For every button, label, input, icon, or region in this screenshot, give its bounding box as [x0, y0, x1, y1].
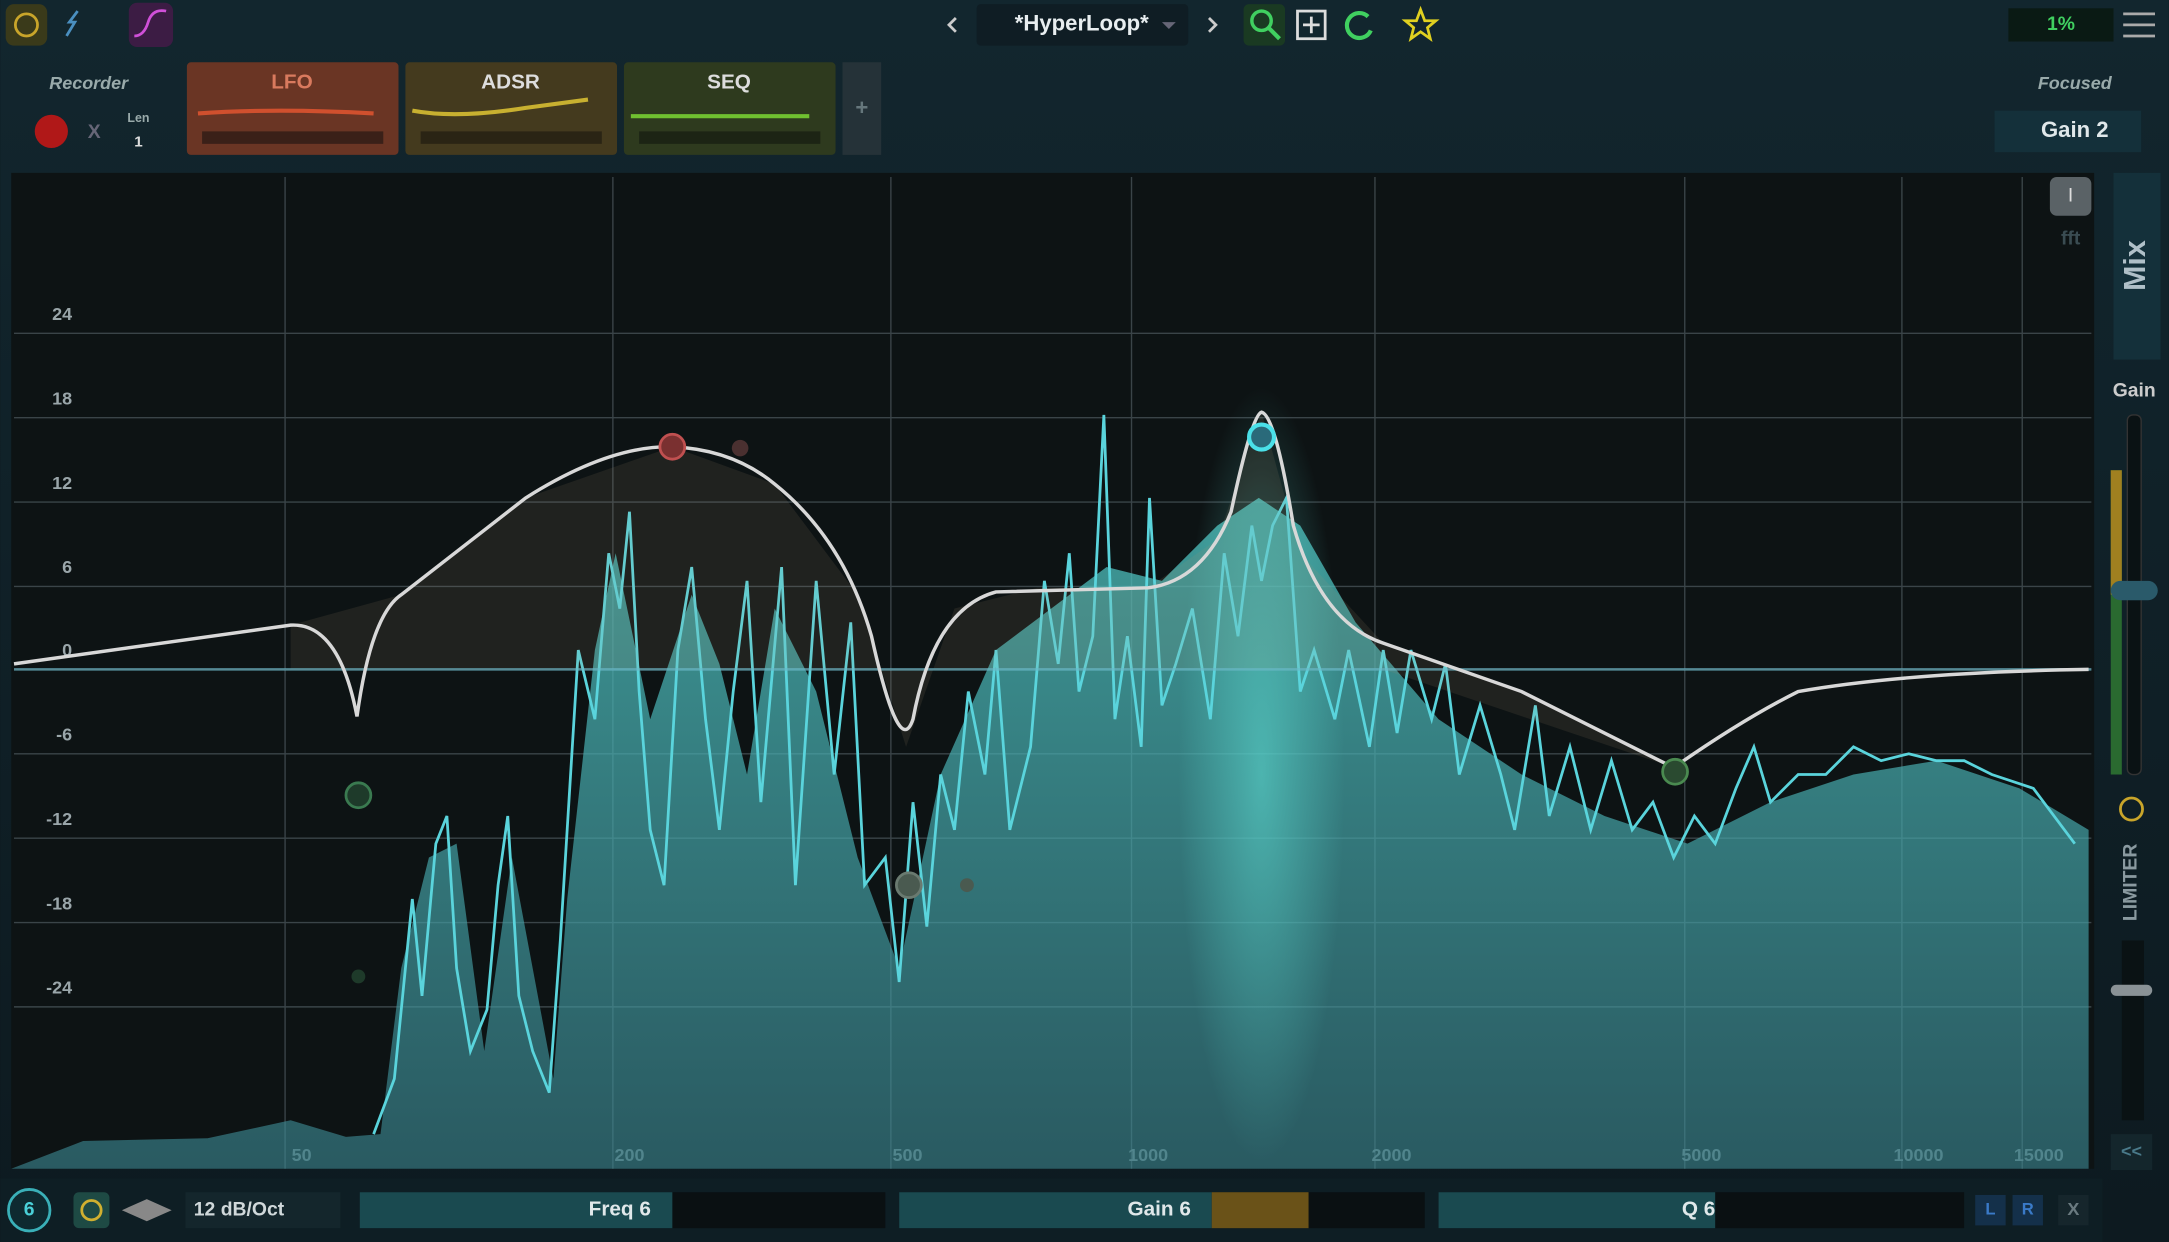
level-meter: [2110, 470, 2122, 775]
modulator-name: LFO: [271, 70, 312, 93]
recorder-label: Recorder: [49, 73, 129, 93]
band-node[interactable]: [1661, 757, 1689, 786]
slope-value: 12 dB/Oct: [194, 1198, 285, 1220]
db-label: 0: [62, 640, 72, 660]
info-button[interactable]: [2049, 177, 2092, 216]
gain-bar: [1211, 1192, 1309, 1229]
right-label: R: [2022, 1200, 2034, 1219]
curve-fill: [290, 412, 1674, 768]
preset-dropdown[interactable]: [1161, 22, 1176, 30]
freq-label: Freq 6: [589, 1198, 651, 1221]
db-label: -18: [46, 893, 72, 913]
limiter-thumb[interactable]: [2110, 984, 2153, 996]
delete-label: X: [2067, 1199, 2079, 1219]
band-power-icon: [80, 1199, 103, 1222]
add-label: +: [855, 95, 868, 120]
band-handle[interactable]: [351, 969, 366, 984]
record-button[interactable]: [34, 114, 68, 148]
band-power[interactable]: [73, 1192, 110, 1229]
limiter-power[interactable]: [2119, 796, 2144, 822]
limiter-label: LIMITER: [2120, 844, 2142, 921]
left-channel[interactable]: [1975, 1194, 2006, 1226]
db-label: 6: [62, 557, 72, 577]
band-handle[interactable]: [731, 439, 749, 457]
preset-name: *HyperLoop*: [1015, 11, 1149, 36]
collapse-button[interactable]: [2110, 1134, 2153, 1171]
len-value[interactable]: 1: [134, 133, 143, 150]
curve-icon: [134, 9, 167, 38]
level-meter: [2110, 470, 2122, 595]
search-icon: [1266, 26, 1281, 41]
preset-box[interactable]: [976, 4, 1189, 46]
freq-fill: [359, 1192, 673, 1229]
band-number: 6: [24, 1198, 35, 1220]
fft-toggle[interactable]: fft: [2061, 227, 2081, 249]
favorite-button[interactable]: [1401, 5, 1440, 43]
slope-select[interactable]: [185, 1192, 341, 1229]
clear-button[interactable]: X: [88, 121, 101, 143]
db-label: -12: [46, 809, 72, 829]
eq-curve: [13, 410, 2089, 770]
db-label: 18: [52, 388, 72, 408]
mix-label: Mix: [2118, 240, 2152, 291]
spectrum-fill: [11, 497, 2089, 1169]
lfo-wave: [197, 108, 374, 116]
focused-box[interactable]: [1994, 110, 2142, 153]
add-icon: [1303, 16, 1320, 34]
gain-label: Gain: [2113, 380, 2156, 402]
seq-slider[interactable]: [639, 131, 821, 144]
menu-button[interactable]: [2123, 12, 2155, 38]
power-button[interactable]: [5, 4, 48, 46]
limiter-slider[interactable]: [2121, 940, 2144, 1121]
db-label: -6: [56, 725, 72, 745]
band-node[interactable]: [1247, 422, 1277, 452]
spectrum-glow: [1178, 387, 1345, 1162]
adsr-slider[interactable]: [420, 131, 602, 144]
cpu-meter: [2008, 8, 2114, 42]
band-node[interactable]: [658, 432, 687, 461]
db-label: 24: [52, 304, 72, 324]
len-label: Len: [127, 111, 149, 125]
power-icon: [14, 12, 39, 38]
band-handle[interactable]: [960, 878, 974, 893]
left-label: L: [1985, 1200, 1995, 1219]
info-label: I: [2068, 185, 2073, 207]
reload-button[interactable]: [1344, 11, 1373, 41]
search-icon: [1250, 9, 1273, 33]
modulator-name: ADSR: [481, 70, 540, 93]
adsr-wave: [411, 97, 589, 117]
modulator-name: SEQ: [707, 70, 751, 93]
gain-thumb[interactable]: [2110, 580, 2158, 601]
prev-preset[interactable]: [947, 17, 957, 33]
lfo-slider[interactable]: [202, 131, 384, 144]
band-node[interactable]: [895, 871, 923, 899]
band-selector[interactable]: [7, 1188, 52, 1233]
q-fill: [1438, 1192, 1716, 1229]
band-node[interactable]: [344, 781, 373, 810]
db-label: 12: [52, 473, 72, 493]
next-preset[interactable]: [1207, 17, 1218, 33]
delete-band[interactable]: [2058, 1194, 2089, 1226]
q-label: Q 6: [1682, 1198, 1715, 1221]
mix-button[interactable]: [2113, 172, 2161, 360]
focused-label: Focused: [2038, 73, 2113, 93]
gain-fill: [899, 1192, 1212, 1229]
gain-label: Gain 6: [1127, 1198, 1190, 1221]
focused-value: Gain 2: [2041, 117, 2109, 142]
add-preset[interactable]: [1296, 9, 1327, 41]
spectrum-line: [372, 414, 2076, 1135]
collapse-label: <<: [2121, 1141, 2142, 1161]
db-label: -24: [46, 978, 72, 998]
add-modulator[interactable]: [842, 62, 882, 155]
bolt-icon[interactable]: [65, 10, 79, 37]
curve-button[interactable]: [128, 2, 174, 48]
right-channel[interactable]: [2012, 1194, 2043, 1226]
cpu-value: 1%: [2047, 13, 2075, 35]
